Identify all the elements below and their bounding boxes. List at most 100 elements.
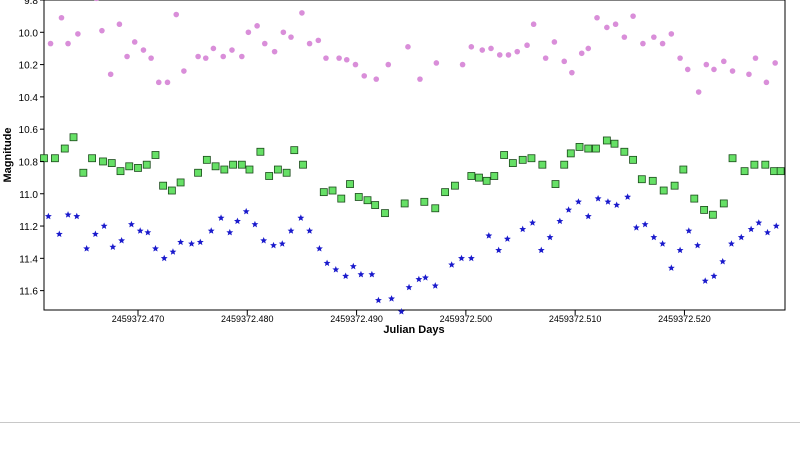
data-point [719, 257, 727, 265]
data-point [397, 308, 405, 315]
data-point [621, 34, 628, 40]
data-point [176, 178, 185, 187]
data-point [287, 227, 295, 234]
data-point [47, 40, 54, 47]
data-point [152, 245, 159, 252]
data-point [125, 162, 134, 171]
data-point [229, 47, 235, 53]
data-point [566, 149, 575, 158]
data-point [239, 53, 245, 60]
data-point [195, 53, 201, 60]
data-point [467, 254, 475, 262]
data-point [400, 199, 409, 208]
data-point [226, 228, 234, 236]
data-point [278, 240, 286, 247]
data-point [524, 42, 530, 49]
data-point [659, 240, 667, 247]
data-point [271, 48, 278, 55]
data-point [346, 180, 354, 188]
data-point [75, 31, 81, 37]
series-circle [47, 0, 778, 95]
data-point [164, 79, 171, 86]
data-point [694, 241, 701, 249]
data-point [711, 66, 717, 73]
data-point [245, 165, 254, 174]
data-point [55, 230, 63, 238]
data-point [151, 151, 160, 159]
data-point [488, 45, 494, 52]
data-point [585, 45, 592, 52]
plot-area [43, 0, 786, 311]
data-point [551, 180, 560, 188]
data-point [79, 168, 88, 177]
data-point [710, 272, 718, 280]
data-point [319, 188, 328, 197]
data-point [128, 220, 135, 228]
data-point [764, 228, 771, 236]
y-tick-label: 11.4 [19, 254, 38, 265]
data-point [719, 199, 728, 208]
data-point [610, 139, 619, 148]
x-tick-label: 2459372.470 [112, 314, 165, 324]
data-point [220, 53, 227, 60]
data-point [519, 225, 527, 233]
data-point [451, 181, 459, 190]
data-point [604, 24, 610, 31]
data-point [83, 245, 91, 252]
data-point [352, 61, 359, 68]
data-point [60, 144, 69, 153]
data-point [467, 172, 476, 180]
data-point [701, 277, 709, 284]
data-point [99, 157, 107, 166]
data-point [385, 61, 392, 68]
data-point [91, 230, 99, 238]
data-point [740, 167, 749, 176]
data-point [273, 165, 282, 174]
data-point [640, 40, 646, 47]
data-point [99, 27, 105, 34]
x-axis-ticks: 2459372.470 2459372.480 2459372.490 2459372… [112, 310, 711, 324]
data-point [181, 68, 187, 74]
data-point [177, 238, 185, 246]
data-point [690, 194, 699, 203]
data-point [148, 55, 154, 61]
data-point [527, 154, 536, 163]
data-point [288, 34, 294, 40]
data-point [245, 29, 252, 36]
data-point [703, 61, 710, 68]
data-point [448, 261, 456, 268]
data-point [134, 164, 142, 172]
data-point [107, 159, 116, 167]
data-point [343, 56, 350, 63]
data-point [234, 217, 241, 225]
data-point [431, 282, 439, 289]
data-point [746, 71, 752, 78]
data-point [207, 227, 215, 234]
data-point [629, 155, 637, 164]
data-point [256, 147, 265, 156]
data-point [315, 245, 323, 252]
data-point [167, 186, 176, 195]
data-point [373, 76, 380, 82]
data-point [94, 0, 99, 2]
data-point [361, 73, 368, 79]
data-point [100, 222, 108, 229]
data-point [747, 225, 755, 233]
data-point [109, 243, 117, 250]
data-point [584, 144, 593, 153]
footer-band [0, 422, 800, 451]
data-point [405, 44, 411, 50]
data-point [728, 154, 737, 163]
y-tick-label: 11.6 [19, 287, 38, 298]
data-point [142, 160, 151, 169]
data-point [613, 201, 621, 208]
data-point [242, 207, 250, 215]
data-point [155, 79, 162, 86]
data-point [415, 275, 423, 283]
data-point [315, 37, 322, 44]
data-point [485, 232, 493, 239]
y-tick-label: 10.0 [19, 28, 39, 39]
data-point [475, 173, 483, 182]
data-point [433, 60, 440, 66]
data-point [58, 14, 65, 21]
